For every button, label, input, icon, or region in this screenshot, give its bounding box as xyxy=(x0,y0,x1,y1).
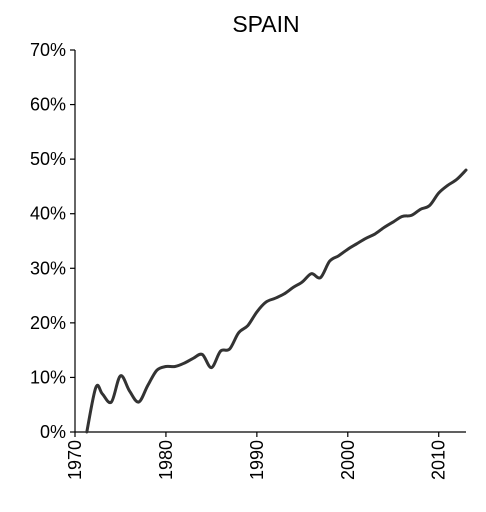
chart-title: SPAIN xyxy=(232,11,299,37)
x-tick-label: 2010 xyxy=(429,440,449,480)
y-tick-label: 10% xyxy=(30,367,66,387)
y-tick-label: 50% xyxy=(30,149,66,169)
x-tick-label: 1980 xyxy=(156,440,176,480)
y-axis: 0% 10% 20% 30% 40% 50% 60% 70% xyxy=(30,40,76,442)
y-tick-label: 30% xyxy=(30,258,66,278)
x-tick-label: 1990 xyxy=(247,440,267,480)
y-tick-label: 70% xyxy=(30,40,66,60)
x-tick-label: 1970 xyxy=(65,440,85,480)
x-axis: 1970 1980 1990 2000 2010 xyxy=(65,431,466,480)
y-tick-label: 40% xyxy=(30,204,66,224)
y-tick-label: 20% xyxy=(30,313,66,333)
x-tick-label: 2000 xyxy=(338,440,358,480)
series-line xyxy=(85,168,468,434)
series-layer xyxy=(85,168,468,434)
y-tick-label: 0% xyxy=(40,422,66,442)
y-tick-label: 60% xyxy=(30,95,66,115)
